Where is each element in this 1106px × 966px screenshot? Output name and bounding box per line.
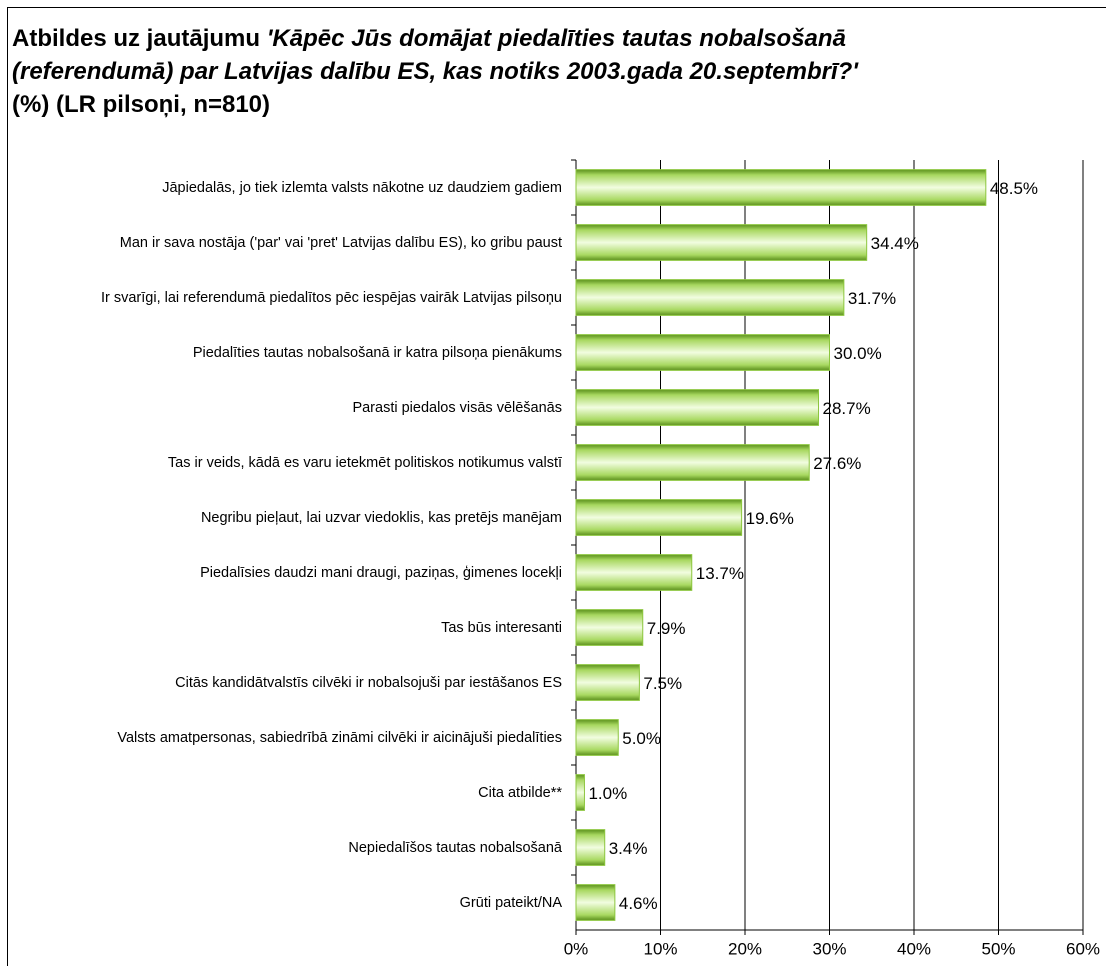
x-tick-label: 20% xyxy=(728,939,762,958)
data-label: 5.0% xyxy=(622,729,661,748)
data-label: 28.7% xyxy=(823,399,871,418)
y-tick-label: Piedalīties tautas nobalsošanā ir katra … xyxy=(192,344,562,361)
bar xyxy=(575,719,619,756)
y-tick-label: Man ir sava nostāja ('par' vai 'pret' La… xyxy=(119,234,562,251)
y-tick-label: Nepiedalīšos tautas nobalsošanā xyxy=(348,839,562,856)
bar xyxy=(575,884,616,921)
bar xyxy=(575,334,830,371)
y-tick-label: Valsts amatpersonas, sabiedrībā zināmi c… xyxy=(117,729,562,746)
bar xyxy=(575,829,606,866)
x-tick-label: 0% xyxy=(564,939,589,958)
bar xyxy=(575,774,585,811)
data-label: 30.0% xyxy=(834,344,882,363)
data-label: 3.4% xyxy=(609,839,648,858)
data-label: 13.7% xyxy=(696,564,744,583)
y-tick-label: Piedalīsies daudzi mani draugi, paziņas,… xyxy=(200,564,562,581)
y-tick-label: Tas ir veids, kādā es varu ietekmēt poli… xyxy=(167,454,562,471)
y-tick-label: Citās kandidātvalstīs cilvēki ir nobalso… xyxy=(175,674,562,691)
data-label: 4.6% xyxy=(619,894,658,913)
y-tick-label: Negribu pieļaut, lai uzvar viedoklis, ka… xyxy=(200,509,562,526)
y-tick-label: Tas būs interesanti xyxy=(441,619,562,636)
title-part: 'Kāpēc Jūs domājat piedalīties tautas no… xyxy=(12,25,859,85)
bar xyxy=(575,444,810,481)
x-tick-label: 50% xyxy=(981,939,1015,958)
y-tick-label: Jāpiedalās, jo tiek izlemta valsts nākot… xyxy=(162,179,562,196)
y-tick-label: Cita atbilde** xyxy=(478,784,562,801)
x-tick-label: 30% xyxy=(812,939,846,958)
bar xyxy=(575,169,987,206)
title-part: (%) (LR pilsoņi, n=810) xyxy=(12,91,271,118)
data-label: 7.9% xyxy=(647,619,686,638)
chart-title: Atbildes uz jautājumu 'Kāpēc Jūs domājat… xyxy=(12,22,892,121)
bar xyxy=(575,664,640,701)
bar xyxy=(575,499,743,536)
data-label: 34.4% xyxy=(871,234,919,253)
data-label: 1.0% xyxy=(588,784,627,803)
y-tick-label: Parasti piedalos visās vēlēšanās xyxy=(352,399,562,416)
x-tick-label: 40% xyxy=(897,939,931,958)
bar xyxy=(575,224,868,261)
bar xyxy=(575,554,693,591)
bar xyxy=(575,389,820,426)
data-label: 27.6% xyxy=(813,454,861,473)
data-label: 7.5% xyxy=(643,674,682,693)
data-label: 31.7% xyxy=(848,289,896,308)
chart-frame xyxy=(7,7,1106,966)
bar xyxy=(575,609,644,646)
bar xyxy=(575,279,845,316)
x-tick-label: 10% xyxy=(643,939,677,958)
y-tick-label: Ir svarīgi, lai referendumā piedalītos p… xyxy=(100,289,562,306)
title-part: Atbildes uz jautājumu xyxy=(12,25,267,52)
y-tick-label: Grūti pateikt/NA xyxy=(459,894,562,911)
data-label: 19.6% xyxy=(746,509,794,528)
x-tick-label: 60% xyxy=(1066,939,1100,958)
data-label: 48.5% xyxy=(990,179,1038,198)
